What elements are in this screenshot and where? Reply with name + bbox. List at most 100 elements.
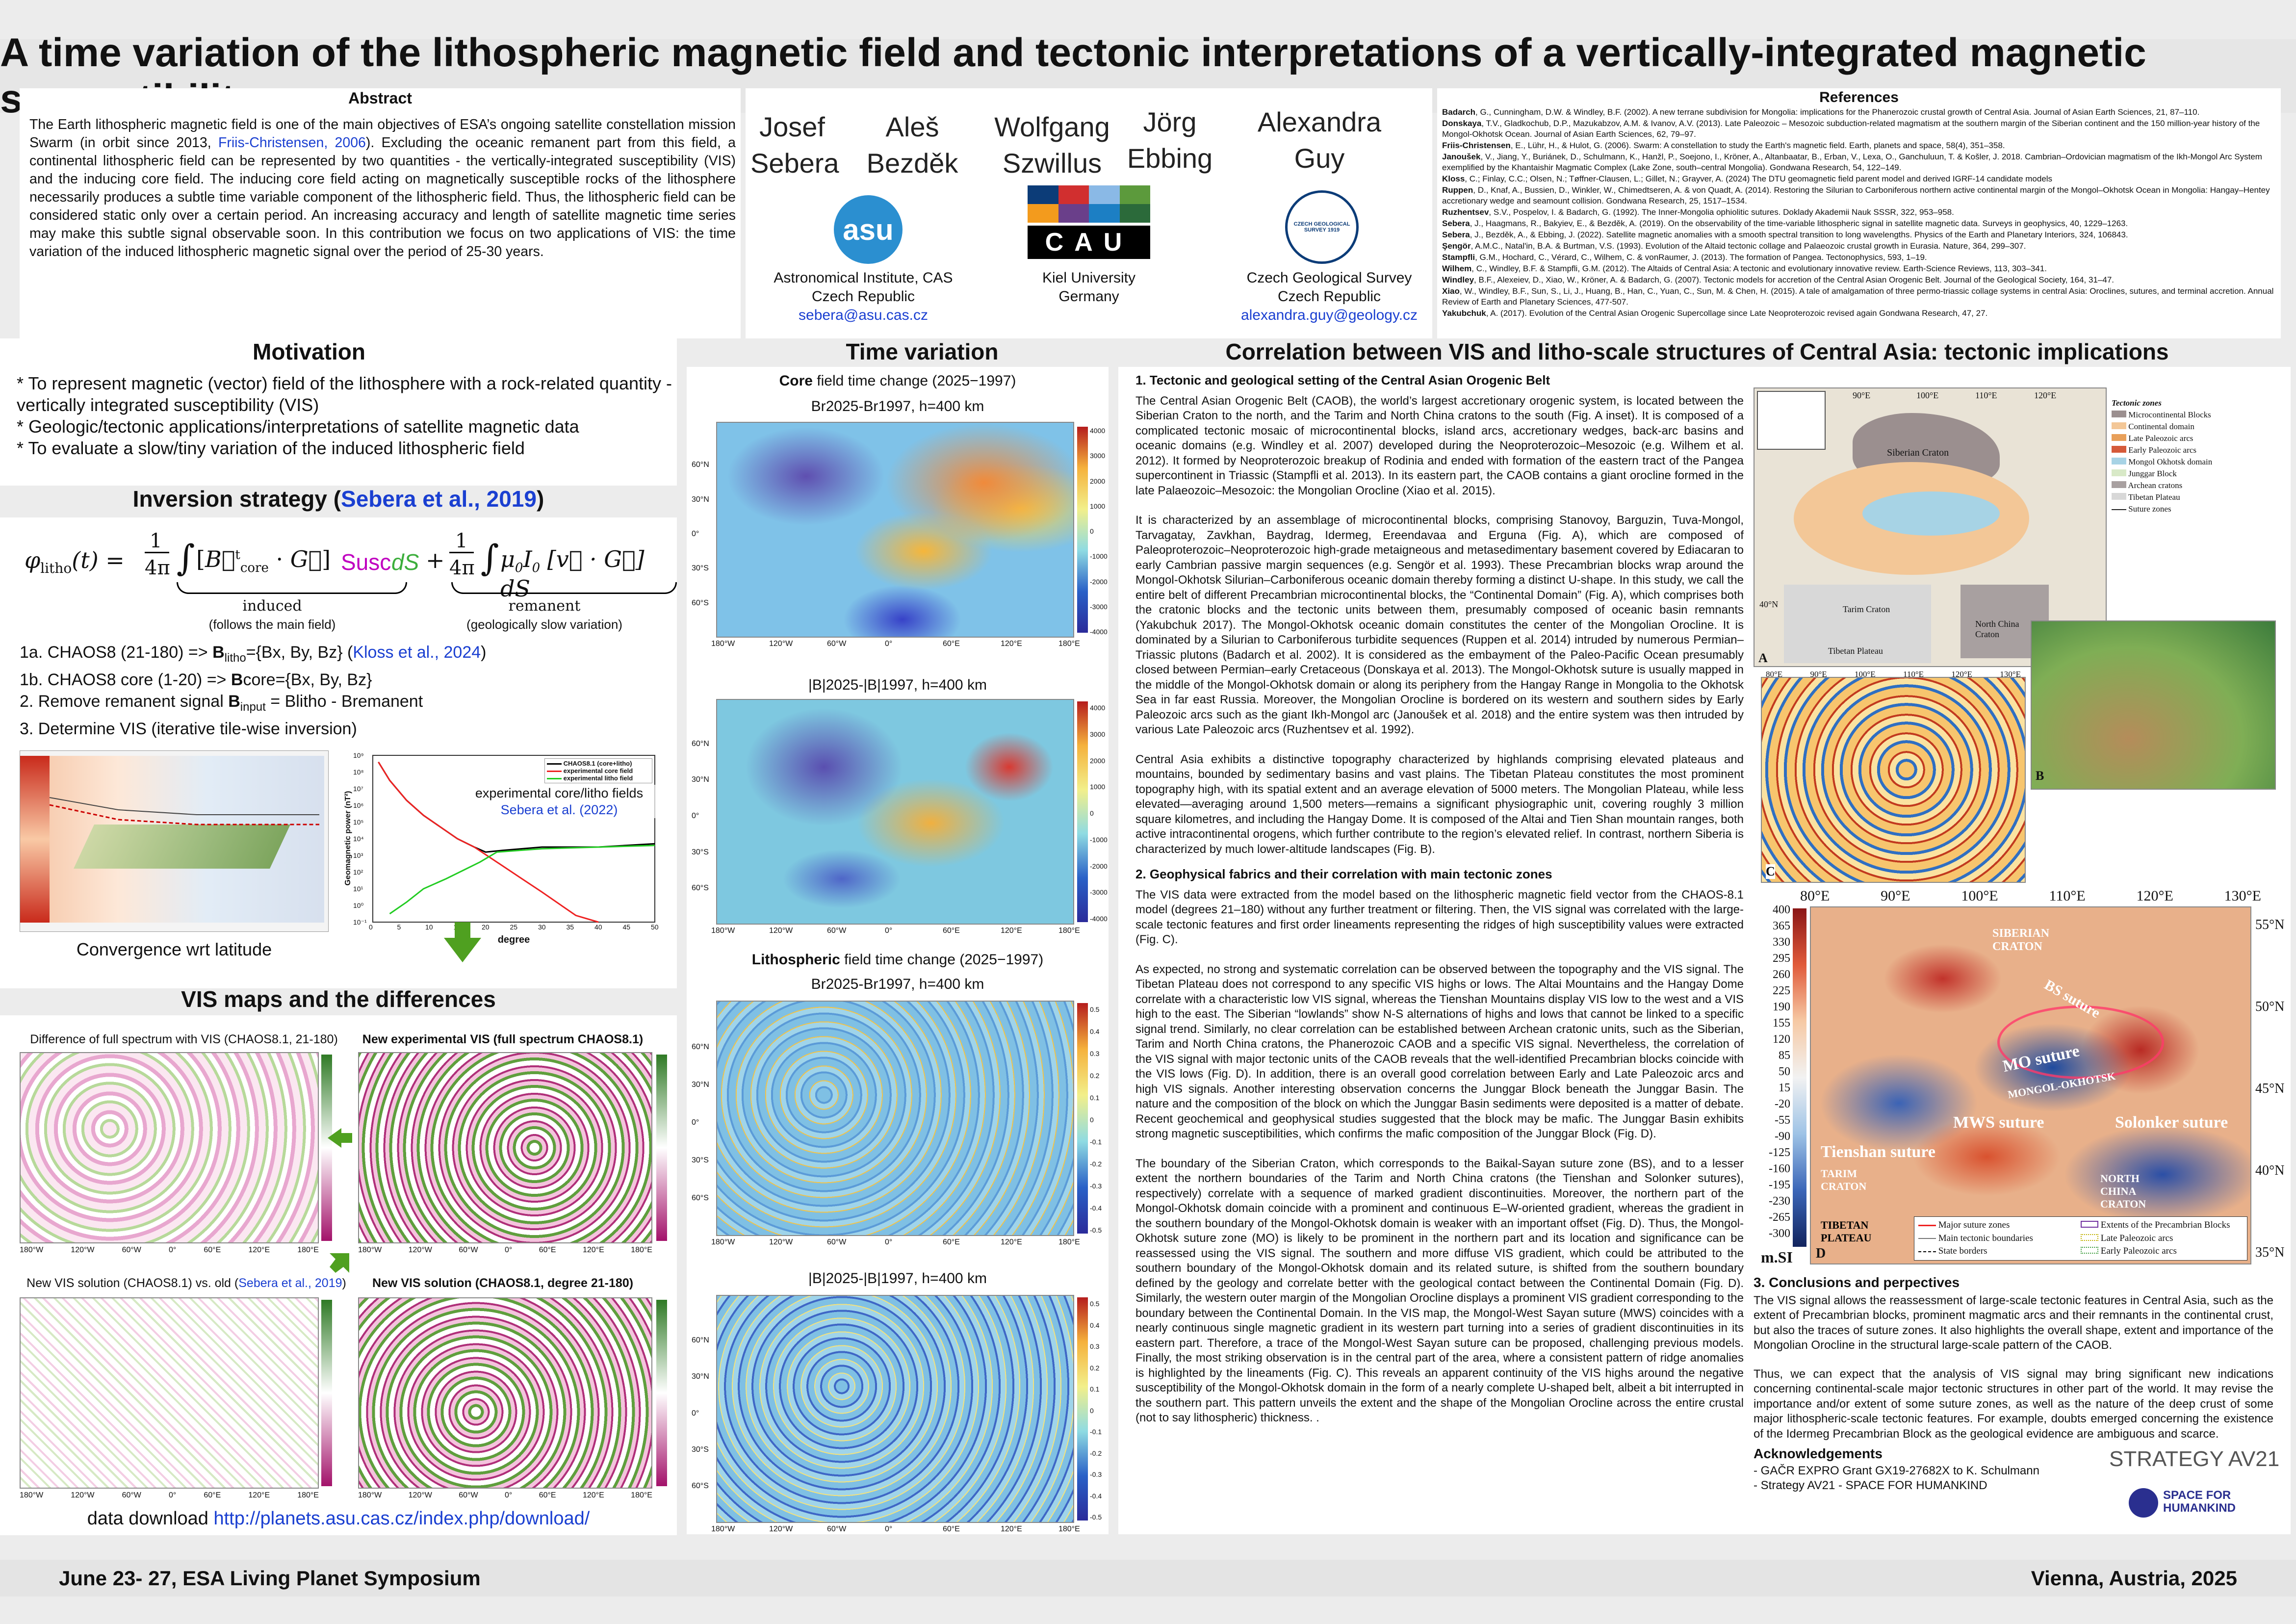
spectrum-y-tick: 10⁵ — [353, 818, 364, 826]
remanent-note: (geologically slow variation) — [466, 617, 622, 632]
reference-item: Sebera, J., Bezděk, A., & Ebbing, J. (20… — [1442, 230, 2128, 239]
time-lon-tick: 60°E — [943, 927, 960, 935]
time-colorbar-tick: -2000 — [1090, 862, 1108, 870]
br-litho-title: Br2025-Br1997, h=400 km — [811, 976, 984, 992]
time-lon-tick: 0° — [885, 640, 893, 648]
figure-d-colorbar-tick: -20 — [1775, 1098, 1790, 1110]
spectrum-x-tick: 45 — [622, 923, 631, 931]
author-guy: Alexandra Guy — [1257, 106, 1382, 174]
references-list: Badarch, G., Cunningham, D.W. & Windley,… — [1442, 107, 2276, 319]
time-colorbar-tick: 3000 — [1090, 730, 1106, 738]
figure-d-colorbar-tick: -265 — [1769, 1211, 1790, 1224]
download-link[interactable]: http://planets.asu.cas.cz/index.php/down… — [213, 1508, 590, 1529]
time-colorbar-tick: 0.5 — [1090, 1300, 1100, 1308]
conclusions: 3. Conclusions and perpectives The VIS s… — [1754, 1275, 2273, 1492]
spectrum-x-tick: 0 — [369, 923, 373, 931]
figure-d-colorbar-tick: 400 — [1773, 903, 1790, 916]
figure-d-colorbar-tick: 330 — [1773, 936, 1790, 949]
figure-d-colorbar-tick: -160 — [1769, 1162, 1790, 1175]
corr-heading: Correlation between VIS and litho-scale … — [1225, 339, 2169, 364]
time-colorbar-tick: 0.2 — [1090, 1072, 1100, 1080]
author-bezdek: Aleš Bezděk — [866, 111, 958, 179]
time-colorbar-tick: -1000 — [1090, 552, 1108, 561]
spectrum-y-tick: 10³ — [353, 851, 363, 859]
time-lon-tick: 60°E — [943, 1525, 960, 1533]
figure-d-colorbar-tick: 50 — [1779, 1065, 1790, 1078]
time-lon-tick: 180°E — [1058, 1238, 1080, 1246]
reference-item: Badarch, G., Cunningham, D.W. & Windley,… — [1442, 107, 2200, 117]
vis-map-difference — [20, 1052, 319, 1243]
time-colorbar-tick: -4000 — [1090, 915, 1108, 923]
time-lon-tick: 120°W — [769, 1238, 793, 1246]
time-colorbar-tick: 2000 — [1090, 477, 1106, 485]
vis-map-experimental — [358, 1052, 652, 1243]
core-subtitle: Core field time change (2025−1997) — [779, 373, 1016, 389]
vis-lon-ticks-4: 180°W 120°W 60°W 0° 60°E 120°E 180°E — [358, 1491, 652, 1499]
vis-map3-title: New VIS solution (CHAOS8.1) vs. old (Seb… — [26, 1276, 346, 1290]
figure-c-lon-ticks: 80°E 90°E 100°E 110°E 120°E 130°E — [1766, 670, 2021, 679]
figure-d-colorbar-tick: -230 — [1769, 1195, 1790, 1208]
reference-item: Wilhem, C., Windley, B.F. & Stampfli, G.… — [1442, 264, 2047, 273]
time-lat-tick: 0° — [692, 812, 699, 820]
time-colorbar-tick: 0.4 — [1090, 1028, 1100, 1035]
figure-d-colorbar-tick: 365 — [1773, 920, 1790, 932]
institution-cgs: Czech Geological Survey Czech Republic al… — [1231, 269, 1427, 325]
time-colorbar-tick: 4000 — [1090, 704, 1106, 712]
space-logo-icon — [2129, 1488, 2158, 1518]
time-lat-tick: 30°S — [692, 1445, 709, 1454]
author-sebera: Josef Sebera — [750, 111, 839, 179]
spectrum-annotation: experimental core/litho fields Sebera et… — [461, 785, 657, 818]
time-lon-tick: 0° — [885, 1525, 893, 1533]
spectrum-ylabel: Geomagnetic power (nT²) — [344, 791, 352, 886]
time-colorbar-tick: -3000 — [1090, 602, 1108, 611]
space-logo: SPACE FOR HUMANKIND — [2129, 1486, 2242, 1521]
time-colorbar-tick: -0.2 — [1090, 1449, 1102, 1457]
convergence-caption: Convergence wrt latitude — [76, 939, 272, 959]
diagonal-arrow-icon — [330, 1253, 349, 1273]
abstract-section — [20, 88, 741, 338]
step-3: 3. Determine VIS (iterative tile-wise in… — [20, 719, 357, 738]
time-lat-tick: 30°S — [692, 848, 709, 856]
inversion-heading: Inversion strategy (Sebera et al., 2019) — [132, 486, 544, 512]
figure-d-colorbar-tick: 15 — [1779, 1082, 1790, 1094]
time-colorbar-tick: -0.5 — [1090, 1513, 1102, 1521]
spectrum-y-tick: 10⁻¹ — [353, 918, 367, 926]
author-ebbing: Jörg Ebbing — [1127, 106, 1213, 174]
time-colorbar-tick: 0 — [1090, 1406, 1094, 1415]
email-guy[interactable]: alexandra.guy@geology.cz — [1240, 307, 1418, 323]
figure-d-colorbar-tick: 260 — [1773, 968, 1790, 981]
down-arrow-icon — [444, 938, 481, 962]
time-lat-tick: 30°S — [692, 564, 709, 573]
litho-colorbar-2 — [1077, 1297, 1088, 1521]
time-lat-tick: 30°N — [692, 1081, 709, 1089]
spectrum-chart: degree Geomagnetic power (nT²) 10⁹ 10⁸ 10⁷… — [338, 750, 662, 947]
figure-d-colorbar-tick: 155 — [1773, 1017, 1790, 1030]
inversion-steps: 1a. CHAOS8 (21-180) => Blitho={Bx, By, B… — [20, 642, 672, 740]
time-lon-tick: 60°W — [827, 1525, 847, 1533]
time-lon-tick: 120°E — [1001, 927, 1022, 935]
abstract-link[interactable]: Friis-Christensen, 2006 — [218, 135, 366, 151]
time-colorbar-tick: 2000 — [1090, 756, 1106, 765]
figure-d-colorbar-tick: -55 — [1775, 1114, 1790, 1127]
vis-lon-ticks-3: 180°W 120°W 60°W 0° 60°E 120°E 180°E — [20, 1491, 319, 1499]
step-2: 2. Remove remanent signal Binput = Blith… — [20, 692, 423, 714]
email-sebera[interactable]: sebera@asu.cas.cz — [799, 307, 928, 323]
vis-lon-ticks-1: 180°W 120°W 60°W 0° 60°E 120°E 180°E — [20, 1246, 319, 1254]
time-colorbar-tick: -0.4 — [1090, 1204, 1102, 1212]
time-lon-tick: 180°E — [1058, 927, 1080, 935]
time-lon-tick: 120°W — [769, 927, 793, 935]
time-lat-tick: 60°S — [692, 1482, 709, 1491]
spectrum-y-tick: 10¹ — [353, 885, 363, 893]
time-lon-tick: 180°W — [711, 1238, 735, 1246]
step-1a: 1a. CHAOS8 (21-180) => Blitho={Bx, By, B… — [20, 643, 487, 665]
figure-d-colorbar-tick: 225 — [1773, 984, 1790, 997]
reference-item: Ruppen, D., Knaf, A., Bussien, D., Winkl… — [1442, 185, 2270, 206]
inversion-link[interactable]: Sebera et al., 2019 — [341, 486, 537, 512]
vis-colorbar-1 — [321, 1055, 332, 1241]
reference-item: Windley, B.F., Alexeiev, D., Xiao, W., K… — [1442, 275, 2114, 284]
figure-b-topography: B — [2031, 620, 2276, 790]
time-colorbar-tick: -4000 — [1090, 628, 1108, 636]
time-colorbar-tick: -0.5 — [1090, 1226, 1102, 1234]
left-arrow-icon — [328, 1128, 341, 1148]
time-lon-tick: 60°W — [827, 1238, 847, 1246]
